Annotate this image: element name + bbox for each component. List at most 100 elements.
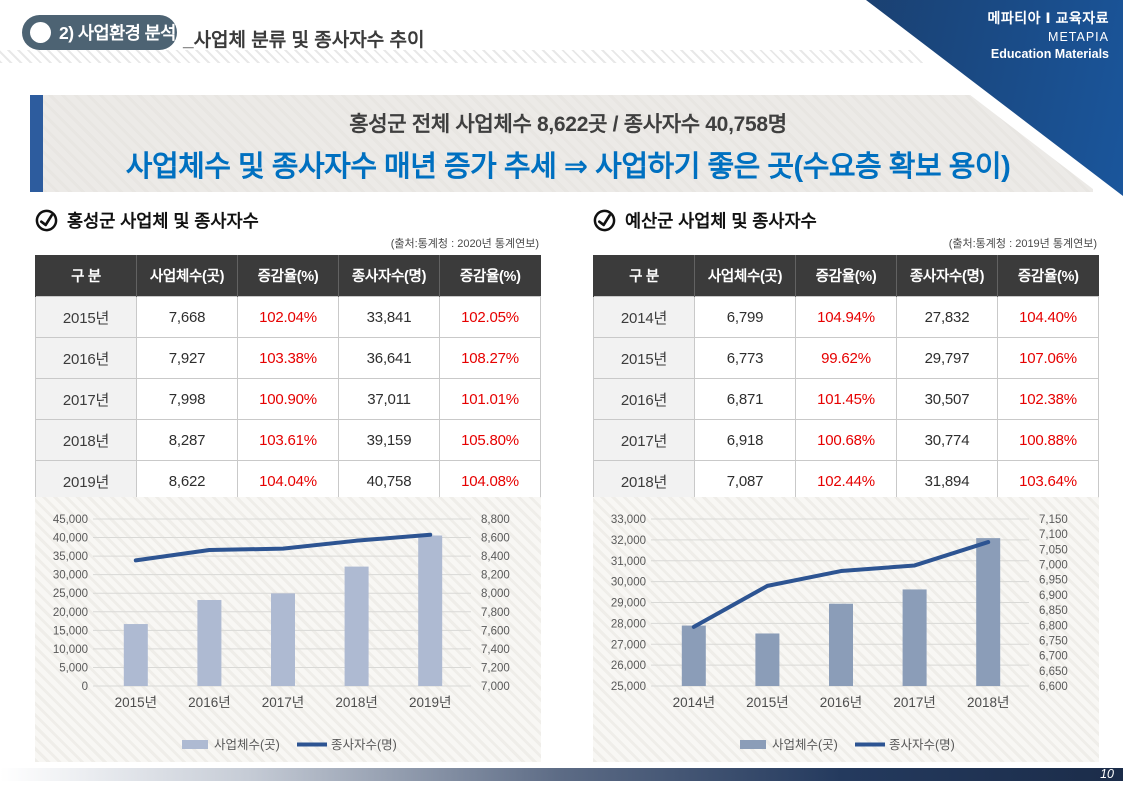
left-axis-tick: 40,000 [53, 533, 88, 545]
year-cell: 2017년 [593, 419, 695, 461]
left-axis-tick: 10,000 [53, 644, 88, 656]
year-cell: 2017년 [35, 378, 137, 420]
x-axis-label: 2017년 [262, 695, 304, 710]
table-header-row: 구 분 사업체수(곳) 증감율(%) 종사자수(명) 증감율(%) [35, 255, 541, 297]
column-header: 증감율(%) [795, 255, 897, 297]
legend-label: 사업체수(곳) [214, 738, 280, 752]
value-cell: 7,087 [694, 460, 796, 502]
left-axis-tick: 45,000 [53, 514, 88, 526]
x-axis-label: 2015년 [115, 695, 157, 710]
x-axis-label: 2016년 [820, 695, 862, 710]
table-row: 2017년 6,918 100.68% 30,774 100.88% [593, 419, 1099, 461]
bar [976, 538, 1001, 686]
section-label: 2) 사업환경 분석 [59, 23, 176, 43]
stats-table-yesan: 구 분 사업체수(곳) 증감율(%) 종사자수(명) 증감율(%) 2014년 6,799 1… [593, 255, 1099, 502]
combo-chart-svg: 45,000 40,000 35,000 30,000 25,000 20,000 15,0… [53, 514, 510, 752]
table-row: 2017년 7,998 100.90% 37,011 101.01% [35, 378, 541, 420]
bar [902, 589, 927, 686]
value-cell: 100.88% [997, 419, 1099, 461]
footer-bar [0, 768, 1123, 781]
left-axis-tick: 20,000 [53, 607, 88, 619]
left-axis-tick: 26,000 [611, 660, 646, 672]
table-row: 2015년 7,668 102.04% 33,841 102.05% [35, 296, 541, 338]
source-note: (출처:통계청 : 2019년 통계연보) [948, 238, 1097, 250]
right-axis-tick: 6,650 [1039, 666, 1068, 678]
table-row: 2018년 8,287 103.61% 39,159 105.80% [35, 419, 541, 461]
table-row: 2019년 8,622 104.04% 40,758 104.08% [35, 460, 541, 502]
value-cell: 103.61% [237, 419, 339, 461]
panel-yesan: 예산군 사업체 및 종사자수 (출처:통계청 : 2019년 통계연보) 구 분… [593, 207, 1099, 763]
value-cell: 29,797 [896, 337, 998, 379]
value-cell: 8,287 [136, 419, 238, 461]
legend-label: 종사자수(명) [889, 738, 955, 752]
value-cell: 6,871 [694, 378, 796, 420]
year-cell: 2018년 [35, 419, 137, 461]
column-header: 종사자수(명) [896, 255, 998, 297]
left-axis-tick: 27,000 [611, 639, 646, 651]
value-cell: 102.04% [237, 296, 339, 338]
value-cell: 40,758 [338, 460, 440, 502]
value-cell: 104.04% [237, 460, 339, 502]
check-circle-icon [35, 209, 58, 231]
bar [681, 625, 706, 686]
bar [271, 593, 295, 686]
value-cell: 104.08% [439, 460, 541, 502]
stats-table-hongseong: 구 분 사업체수(곳) 증감율(%) 종사자수(명) 증감율(%) 2015년 7,668 1… [35, 255, 541, 502]
right-axis-tick: 7,600 [481, 625, 510, 637]
table-row: 2015년 6,773 99.62% 29,797 107.06% [593, 337, 1099, 379]
year-cell: 2015년 [593, 337, 695, 379]
banner-summary-text: 홍성군 전체 사업체수 8,622곳 / 종사자수 40,758명 [349, 113, 787, 136]
right-axis-tick: 7,200 [481, 662, 510, 674]
right-axis-tick: 8,400 [481, 551, 510, 563]
x-axis-label: 2016년 [188, 695, 230, 710]
chart-hongseong: 45,000 40,000 35,000 30,000 25,000 20,000 15,0… [35, 497, 541, 762]
value-cell: 30,507 [896, 378, 998, 420]
banner-headline-text: 사업체수 및 종사자수 매년 증가 추세 ⇒ 사업하기 좋은 곳(수요층 확보 … [125, 151, 1011, 183]
right-axis-tick: 6,700 [1039, 651, 1068, 663]
header-hatch-strip [0, 50, 1123, 63]
value-cell: 8,622 [136, 460, 238, 502]
bar [197, 599, 222, 686]
left-axis-tick: 33,000 [611, 514, 646, 526]
bar [123, 624, 148, 686]
right-axis-tick: 7,050 [1039, 544, 1068, 556]
table-row: 2014년 6,799 104.94% 27,832 104.40% [593, 296, 1099, 338]
column-header: 구 분 [593, 255, 695, 297]
left-axis-tick: 32,000 [611, 535, 646, 547]
brand-block: 메파티아 Ⅰ 교육자료 METAPIA Education Materials [987, 9, 1109, 64]
year-cell: 2019년 [35, 460, 137, 502]
panel-title-row: 홍성군 사업체 및 종사자수 [35, 207, 541, 233]
panel-title-row: 예산군 사업체 및 종사자수 [593, 207, 1099, 233]
chart-yesan: 33,000 32,000 31,000 30,000 29,000 28,000 27,0… [593, 497, 1099, 762]
value-cell: 103.38% [237, 337, 339, 379]
banner-body: 홍성군 전체 사업체수 8,622곳 / 종사자수 40,758명 사업체수 및… [43, 95, 1093, 192]
panel-title: 예산군 사업체 및 종사자수 [625, 210, 817, 231]
left-axis-tick: 28,000 [611, 618, 646, 630]
value-cell: 31,894 [896, 460, 998, 502]
legend-label: 종사자수(명) [331, 738, 397, 752]
right-axis-tick: 8,200 [481, 570, 510, 582]
column-header: 구 분 [35, 255, 137, 297]
page-number: 10 [1100, 767, 1114, 781]
column-header: 증감율(%) [439, 255, 541, 297]
brand-line-en: METAPIA [1048, 29, 1109, 44]
legend-label: 사업체수(곳) [772, 738, 838, 752]
value-cell: 36,641 [338, 337, 440, 379]
left-axis-tick: 25,000 [611, 681, 646, 693]
right-axis-tick: 7,000 [481, 681, 510, 693]
value-cell: 107.06% [997, 337, 1099, 379]
value-cell: 7,927 [136, 337, 238, 379]
table-row: 2018년 7,087 102.44% 31,894 103.64% [593, 460, 1099, 502]
trend-line [691, 540, 991, 629]
value-cell: 39,159 [338, 419, 440, 461]
combo-chart-svg: 33,000 32,000 31,000 30,000 29,000 28,000 27,0… [611, 514, 1068, 752]
value-cell: 102.05% [439, 296, 541, 338]
panel-title: 홍성군 사업체 및 종사자수 [67, 210, 259, 231]
panel-hongseong: 홍성군 사업체 및 종사자수 (출처:통계청 : 2020년 통계연보) 구 분… [35, 207, 541, 763]
bar [418, 535, 443, 686]
legend-bar-swatch [740, 740, 766, 749]
value-cell: 6,918 [694, 419, 796, 461]
column-header: 증감율(%) [237, 255, 339, 297]
left-axis-tick: 31,000 [611, 556, 646, 568]
left-axis-tick: 30,000 [53, 570, 88, 582]
